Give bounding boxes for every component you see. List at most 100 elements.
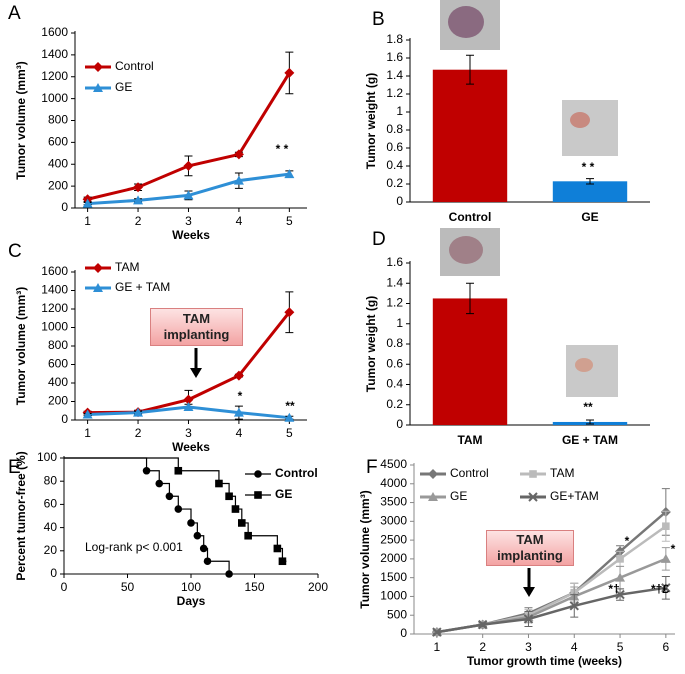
- y-tick-label: 0.2: [386, 397, 403, 411]
- marker: [233, 407, 244, 417]
- x-axis-title: Tumor growth time (weeks): [467, 654, 622, 668]
- error-bar: [466, 54, 474, 85]
- x-tick-label: 0: [61, 580, 68, 594]
- series-line: [436, 557, 667, 634]
- y-tick-label: 0: [400, 626, 407, 640]
- legend-marker: [528, 492, 538, 502]
- y-tick-label: 800: [48, 338, 68, 352]
- y-tick-label: 1: [396, 104, 403, 118]
- y-tick-label: 4000: [380, 476, 407, 490]
- x-tick-label: 1: [434, 640, 441, 654]
- y-tick-label: 0.4: [386, 158, 403, 172]
- y-tick-label: 200: [48, 394, 68, 408]
- marker: [284, 307, 295, 318]
- panel-label: C: [8, 241, 22, 262]
- callout-box: TAM implanting: [150, 308, 243, 346]
- marker: [225, 570, 233, 578]
- marker: [615, 572, 626, 582]
- marker: [193, 531, 202, 540]
- y-tick-label: 1200: [41, 69, 68, 83]
- y-axis-title: Percent tumor-free (%): [14, 451, 28, 580]
- x-tick-label: 3: [525, 640, 532, 654]
- annotation: **: [285, 399, 295, 413]
- marker: [174, 505, 183, 513]
- y-tick-label: 2500: [380, 532, 407, 546]
- x-tick-label: 50: [121, 580, 135, 594]
- legend-label: GE: [450, 489, 467, 503]
- legend-label: Control: [450, 466, 489, 480]
- annotation: * *: [582, 160, 595, 174]
- marker: [142, 466, 151, 475]
- y-tick-label: 0.8: [386, 122, 403, 136]
- y-tick-label: 1400: [41, 283, 68, 297]
- x-tick-label: 200: [308, 580, 328, 594]
- marker: [284, 412, 295, 422]
- x-tick-label: 4: [236, 214, 243, 228]
- x-tick-label: GE: [581, 210, 598, 224]
- marker: [225, 492, 233, 501]
- marker: [183, 402, 194, 412]
- marker: [233, 149, 244, 160]
- y-tick-label: 200: [48, 178, 68, 192]
- y-tick-label: 1.8: [386, 32, 403, 46]
- x-tick-label: GE + TAM: [562, 433, 618, 447]
- y-tick-label: 20: [44, 543, 58, 557]
- x-tick-label: 1: [84, 426, 91, 440]
- marker: [165, 492, 174, 501]
- annotation: *: [238, 389, 243, 403]
- x-axis-title: Weeks: [172, 440, 210, 454]
- y-axis-title: Tumor volume (mm³): [358, 490, 372, 608]
- marker: [174, 466, 183, 475]
- legend-marker: [529, 470, 537, 478]
- legend-label: GE: [275, 487, 292, 501]
- y-tick-label: 1.6: [386, 50, 403, 64]
- legend-marker: [93, 263, 103, 273]
- legend-marker: [254, 470, 262, 478]
- annotation: *†: [608, 582, 619, 596]
- arrow-head: [190, 368, 202, 378]
- x-tick-label: TAM: [457, 433, 482, 447]
- error-bar: [586, 419, 594, 425]
- y-tick-label: 40: [44, 520, 58, 534]
- y-tick-label: 80: [44, 473, 58, 487]
- legend-label: Control: [275, 466, 318, 480]
- arrow-head: [523, 587, 535, 597]
- y-tick-label: 0: [61, 200, 68, 214]
- y-tick-label: 1: [396, 316, 403, 330]
- tumor-photo: [562, 100, 618, 156]
- panel-label: E: [8, 457, 21, 478]
- marker: [233, 370, 244, 381]
- error-bar: [466, 282, 474, 315]
- callout-box: TAM implanting: [486, 530, 574, 566]
- annotation: * *: [276, 142, 289, 156]
- legend-marker: [428, 469, 438, 479]
- marker: [615, 589, 625, 600]
- y-tick-label: 0.6: [386, 356, 403, 370]
- marker: [231, 505, 240, 513]
- panel-label: B: [372, 9, 385, 30]
- marker: [273, 544, 282, 553]
- y-tick-label: 1000: [41, 91, 68, 105]
- y-tick-label: 3500: [380, 495, 407, 509]
- marker: [203, 557, 212, 566]
- x-tick-label: 5: [617, 640, 624, 654]
- marker: [133, 195, 144, 205]
- marker: [215, 479, 223, 488]
- marker: [569, 601, 579, 611]
- y-tick-label: 0: [396, 417, 403, 431]
- panel-label: A: [8, 3, 21, 24]
- bar: [432, 298, 508, 425]
- y-tick-label: 1600: [41, 264, 68, 278]
- legend-marker: [428, 492, 438, 501]
- x-tick-label: 3: [185, 426, 192, 440]
- annotation: *: [625, 534, 630, 548]
- panel-label: F: [366, 457, 378, 478]
- marker: [278, 557, 287, 566]
- y-tick-label: 1.4: [386, 68, 403, 82]
- marker: [187, 519, 195, 527]
- tumor-photo: [448, 6, 484, 38]
- legend-marker: [93, 62, 103, 72]
- marker: [238, 519, 246, 527]
- marker: [662, 522, 670, 531]
- legend-label: GE: [115, 80, 132, 94]
